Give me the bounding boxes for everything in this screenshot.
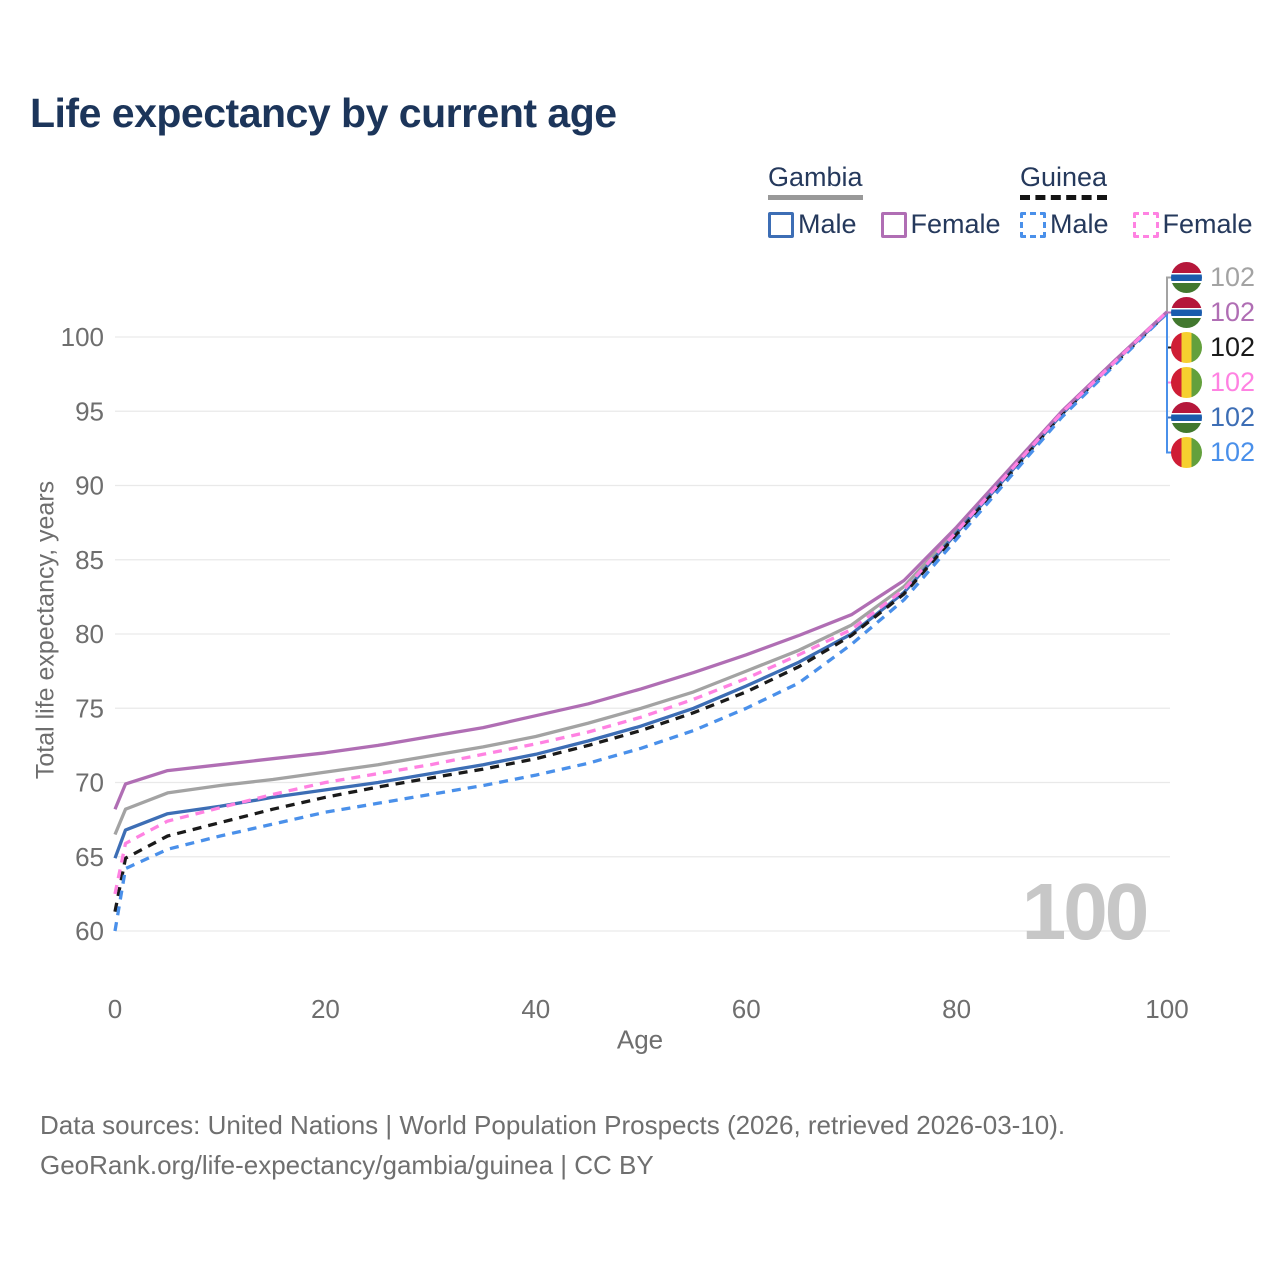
- end-label-value: 102: [1210, 402, 1256, 432]
- legend-country-label: Guinea: [1020, 162, 1108, 192]
- legend-item-gambia-male[interactable]: Male: [768, 209, 857, 240]
- gambia-flag-icon: [1171, 402, 1202, 433]
- legend-item-guinea-female[interactable]: Female: [1132, 209, 1253, 240]
- legend-country-guinea[interactable]: Guinea: [1020, 162, 1108, 200]
- y-axis-title: Total life expectancy, years: [31, 480, 60, 780]
- legend-country-label: Gambia: [768, 162, 863, 192]
- legend-item-label: Male: [798, 209, 857, 239]
- legend-group-gambia: Gambia Male Female: [768, 162, 1001, 240]
- data-sources-line: Data sources: United Nations | World Pop…: [40, 1110, 1066, 1140]
- guinea-flag-icon: [1171, 367, 1202, 398]
- guinea-flag-icon: [1171, 437, 1202, 468]
- legend-group-guinea: Guinea Male Female: [1020, 162, 1253, 240]
- gambia-female-swatch-icon: [880, 211, 907, 238]
- svg-text:40: 40: [521, 994, 550, 1024]
- svg-text:70: 70: [75, 768, 104, 798]
- end-label-gambia-male: 102: [1171, 400, 1255, 435]
- end-label-value: 102: [1210, 367, 1256, 397]
- end-label-value: 102: [1210, 332, 1256, 362]
- end-label-guinea-male: 102: [1171, 435, 1255, 470]
- legend-item-label: Male: [1050, 209, 1109, 239]
- legend-item-label: Female: [910, 209, 1001, 239]
- guinea-female-swatch-icon: [1132, 211, 1159, 238]
- end-label-value: 102: [1210, 297, 1256, 327]
- gambia-male-swatch-icon: [768, 211, 794, 238]
- guinea-flag-icon: [1171, 332, 1202, 363]
- end-label-gambia-all: 102: [1171, 260, 1255, 295]
- plot-area[interactable]: 60 65 70 75 80 85 90 95 100 0 20 40 60 80 100: [0, 0, 1280, 1090]
- attribution: Data sources: United Nations | World Pop…: [40, 1105, 1065, 1185]
- end-label-gambia-female: 102: [1171, 295, 1255, 330]
- gambia-flag-icon: [1171, 297, 1202, 328]
- guinea-male-swatch-icon: [1020, 211, 1046, 238]
- end-label-value: 102: [1210, 437, 1256, 467]
- svg-text:65: 65: [75, 842, 104, 872]
- legend-item-label: Female: [1162, 209, 1253, 239]
- gambia-flag-icon: [1171, 262, 1202, 293]
- legend-item-guinea-male[interactable]: Male: [1020, 209, 1109, 240]
- svg-text:95: 95: [75, 396, 104, 426]
- legend-item-gambia-female[interactable]: Female: [880, 209, 1001, 240]
- svg-text:100: 100: [61, 322, 104, 352]
- end-label-value: 102: [1210, 262, 1256, 292]
- svg-text:20: 20: [311, 994, 340, 1024]
- svg-text:80: 80: [75, 619, 104, 649]
- svg-text:0: 0: [108, 994, 122, 1024]
- svg-text:60: 60: [732, 994, 761, 1024]
- current-age-indicator: 100: [1021, 867, 1149, 956]
- svg-text:75: 75: [75, 693, 104, 723]
- end-label-guinea-female: 102: [1171, 365, 1255, 400]
- svg-text:100: 100: [1145, 994, 1188, 1024]
- chart-title: Life expectancy by current age: [30, 90, 617, 136]
- svg-text:60: 60: [75, 916, 104, 946]
- end-label-guinea-all: 102: [1171, 330, 1255, 365]
- source-url-line: GeoRank.org/life-expectancy/gambia/guine…: [40, 1150, 654, 1180]
- svg-text:80: 80: [942, 994, 971, 1024]
- svg-text:90: 90: [75, 471, 104, 501]
- svg-text:85: 85: [75, 545, 104, 575]
- x-axis-title: Age: [616, 1024, 664, 1055]
- legend-country-gambia[interactable]: Gambia: [768, 162, 863, 200]
